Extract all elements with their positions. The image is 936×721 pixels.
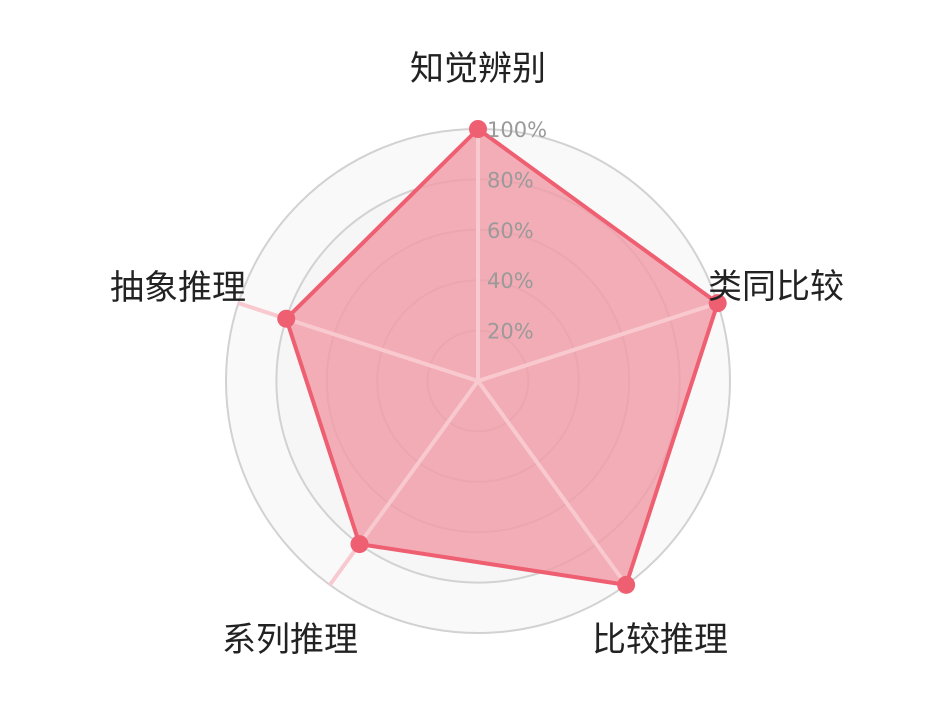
axis-label-5: 抽象推理 (110, 268, 246, 308)
axis-spoke-2 (477, 301, 719, 383)
data-outline-group (284, 127, 720, 587)
data-outline (284, 127, 720, 587)
tick-label-40: 40% (487, 269, 534, 293)
axis-label-4: 系列推理 (222, 620, 358, 660)
data-point-2 (708, 294, 727, 313)
data-point-3 (617, 575, 636, 594)
data-area (286, 129, 718, 585)
data-point-5 (277, 309, 296, 328)
tick-label-20: 20% (487, 320, 534, 344)
axis-label-1: 知觉辨别 (410, 49, 546, 89)
data-area-group (286, 129, 718, 585)
axis-label-2: 类同比较 (708, 267, 844, 307)
tick-label-100: 100% (487, 118, 547, 142)
data-point-1 (469, 120, 487, 138)
data-point-4 (350, 535, 369, 554)
data-points (277, 120, 727, 594)
tick-label-60: 60% (487, 219, 534, 243)
axis-label-3: 比较推理 (592, 620, 728, 660)
tick-labels: 20% 40% 60% 80% 100% (487, 118, 547, 344)
axis-spoke-3 (476, 379, 628, 587)
tick-label-80: 80% (487, 168, 534, 192)
